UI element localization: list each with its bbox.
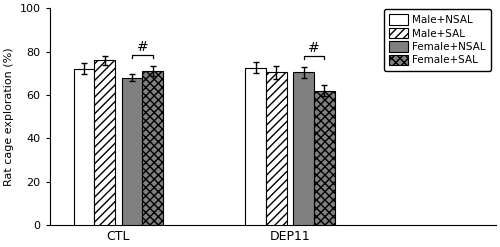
Y-axis label: Rat cage exploration (%): Rat cage exploration (%) bbox=[4, 47, 14, 186]
Bar bbox=[314, 91, 334, 225]
Bar bbox=[246, 68, 266, 225]
Legend: Male+NSAL, Male+SAL, Female+NSAL, Female+SAL: Male+NSAL, Male+SAL, Female+NSAL, Female… bbox=[384, 9, 490, 71]
Bar bbox=[94, 60, 115, 225]
Text: #: # bbox=[308, 41, 320, 55]
Bar bbox=[142, 71, 163, 225]
Bar bbox=[294, 72, 314, 225]
Bar bbox=[74, 69, 94, 225]
Bar bbox=[122, 78, 142, 225]
Text: #: # bbox=[136, 40, 148, 54]
Bar bbox=[266, 72, 286, 225]
